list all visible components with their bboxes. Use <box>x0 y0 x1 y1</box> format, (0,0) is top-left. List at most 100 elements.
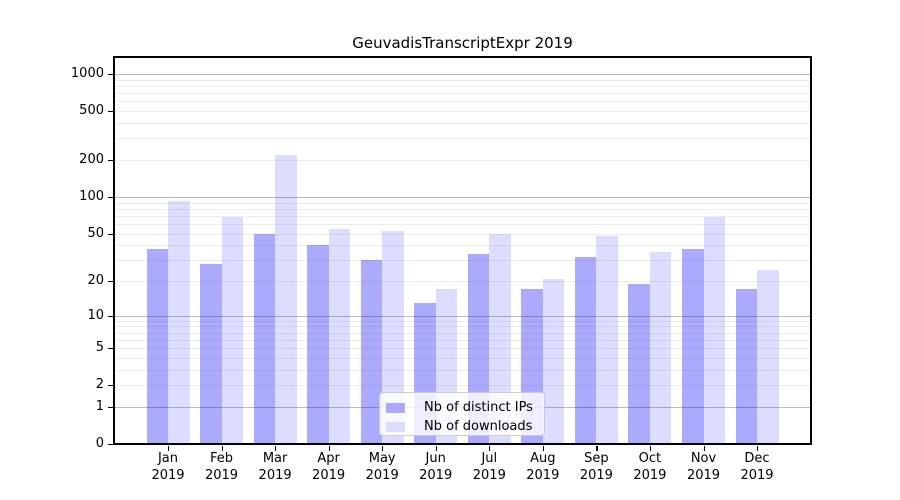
y-tick-mark <box>107 406 113 409</box>
y-tick-label: 20 <box>87 273 104 288</box>
gridline-minor <box>114 260 811 262</box>
ips-swatch-icon <box>386 402 405 413</box>
y-tick-label: 5 <box>95 340 104 356</box>
gridline-minor <box>114 160 811 161</box>
gridline-major <box>114 315 811 317</box>
gridline-minor <box>114 348 811 350</box>
x-tick-label-jun: Jun 2019 <box>419 451 453 483</box>
x-tick-mark <box>435 445 437 451</box>
bar-distinct-ips-apr <box>307 245 329 444</box>
gridline-minor <box>114 332 811 334</box>
bar-distinct-ips-nov <box>682 249 704 444</box>
gridline-minor <box>114 385 811 387</box>
gridline-minor <box>114 138 811 140</box>
grid-layer <box>114 57 811 444</box>
gridline-minor <box>114 111 811 113</box>
gridline-minor <box>114 79 811 81</box>
y-tick-mark <box>107 348 113 350</box>
bar-distinct-ips-feb <box>200 263 222 444</box>
bar-downloads-oct <box>649 252 672 444</box>
y-tick-label: 500 <box>79 103 104 119</box>
bar-downloads-apr <box>328 229 351 444</box>
bottom-spine <box>114 443 811 445</box>
gridline-minor <box>114 357 811 359</box>
legend-item-downloads: Nb of downloads <box>380 417 544 436</box>
bar-distinct-ips-may <box>360 260 383 444</box>
y-tick-mark <box>107 444 113 446</box>
y-tick-label: 100 <box>79 188 104 204</box>
gridline-minor <box>114 215 811 217</box>
y-tick-mark <box>107 160 113 162</box>
y-tick-mark <box>107 233 113 235</box>
gridline-minor <box>114 123 811 124</box>
x-tick-mark <box>489 445 491 451</box>
left-spine <box>113 56 115 445</box>
gridline-minor <box>114 202 811 204</box>
y-tick-label: 10 <box>87 307 104 323</box>
gridline-minor <box>114 339 811 341</box>
gridline-minor <box>114 281 811 282</box>
x-tick-mark <box>649 445 652 451</box>
y-tick-mark <box>107 315 113 317</box>
gridline-minor <box>114 233 811 235</box>
gridline-minor <box>114 369 811 371</box>
bar-distinct-ips-oct <box>628 283 650 444</box>
gridline-minor <box>114 326 811 328</box>
x-tick-mark <box>703 445 705 451</box>
x-tick-label-aug: Aug 2019 <box>526 451 560 483</box>
bar-downloads-may <box>382 231 404 444</box>
x-tick-mark <box>596 445 598 451</box>
bar-downloads-jan <box>168 201 190 444</box>
x-tick-label-nov: Nov 2019 <box>686 451 721 483</box>
x-tick-mark <box>382 445 384 451</box>
gridline-minor <box>114 93 811 95</box>
gridline-minor <box>114 245 811 247</box>
y-tick-label: 0 <box>95 436 104 451</box>
bar-distinct-ips-sep <box>574 256 597 444</box>
plot-area: 1000 500 200 100 50 20 10 5 2 1 0 Jan 2019 Feb 2019 Mar… <box>71 56 812 483</box>
y-tick-label: 1 <box>95 398 104 414</box>
x-tick-label-dec: Dec 2019 <box>740 451 774 483</box>
bar-downloads-dec <box>757 269 779 444</box>
chart-title: GeuvadisTranscriptExpr 2019 <box>352 34 573 52</box>
y-tick-label: 1000 <box>70 66 104 81</box>
x-tick-mark <box>328 445 330 451</box>
x-tick-label-oct: Oct 2019 <box>633 451 667 483</box>
x-tick-mark <box>168 445 170 451</box>
bar-downloads-mar <box>275 155 297 444</box>
gridline-minor <box>114 208 811 210</box>
gridline-major <box>114 74 811 75</box>
y-tick-label: 200 <box>79 152 104 167</box>
x-tick-mark <box>542 445 544 451</box>
legend-label-downloads: Nb of downloads <box>424 418 533 434</box>
bar-downloads-nov <box>703 217 725 444</box>
bar-distinct-ips-jan <box>146 249 168 444</box>
x-tick-label-sep: Sep 2019 <box>579 451 613 483</box>
y-tick-mark <box>107 281 113 283</box>
gridline-minor <box>114 223 811 225</box>
x-tick-label-jan: Jan 2019 <box>151 451 185 483</box>
y-tick-label: 2 <box>95 377 104 393</box>
y-tick-mark <box>107 111 113 113</box>
axis-layer: 1000 500 200 100 50 20 10 5 2 1 0 Jan 2019 Feb 2019 Mar… <box>71 56 812 483</box>
bar-downloads-feb <box>221 217 243 444</box>
x-tick-label-may: May 2019 <box>365 451 399 483</box>
top-spine <box>114 56 811 58</box>
bar-downloads-jul <box>489 233 511 444</box>
legend-label-ips: Nb of distinct IPs <box>424 399 533 415</box>
right-spine <box>810 56 812 445</box>
x-tick-label-mar: Mar 2019 <box>258 451 292 483</box>
gridline-minor <box>114 101 811 103</box>
gridline-major <box>114 196 811 198</box>
y-tick-mark <box>107 74 113 76</box>
x-tick-mark <box>221 445 223 451</box>
bar-downloads-aug <box>542 278 565 444</box>
x-tick-label-feb: Feb 2019 <box>204 451 239 483</box>
downloads-swatch-icon <box>386 421 405 432</box>
legend: Nb of distinct IPs Nb of downloads <box>379 392 545 436</box>
bar-distinct-ips-mar <box>253 233 276 444</box>
x-tick-mark <box>275 445 277 451</box>
y-tick-mark <box>107 196 113 199</box>
y-tick-mark <box>107 385 113 387</box>
